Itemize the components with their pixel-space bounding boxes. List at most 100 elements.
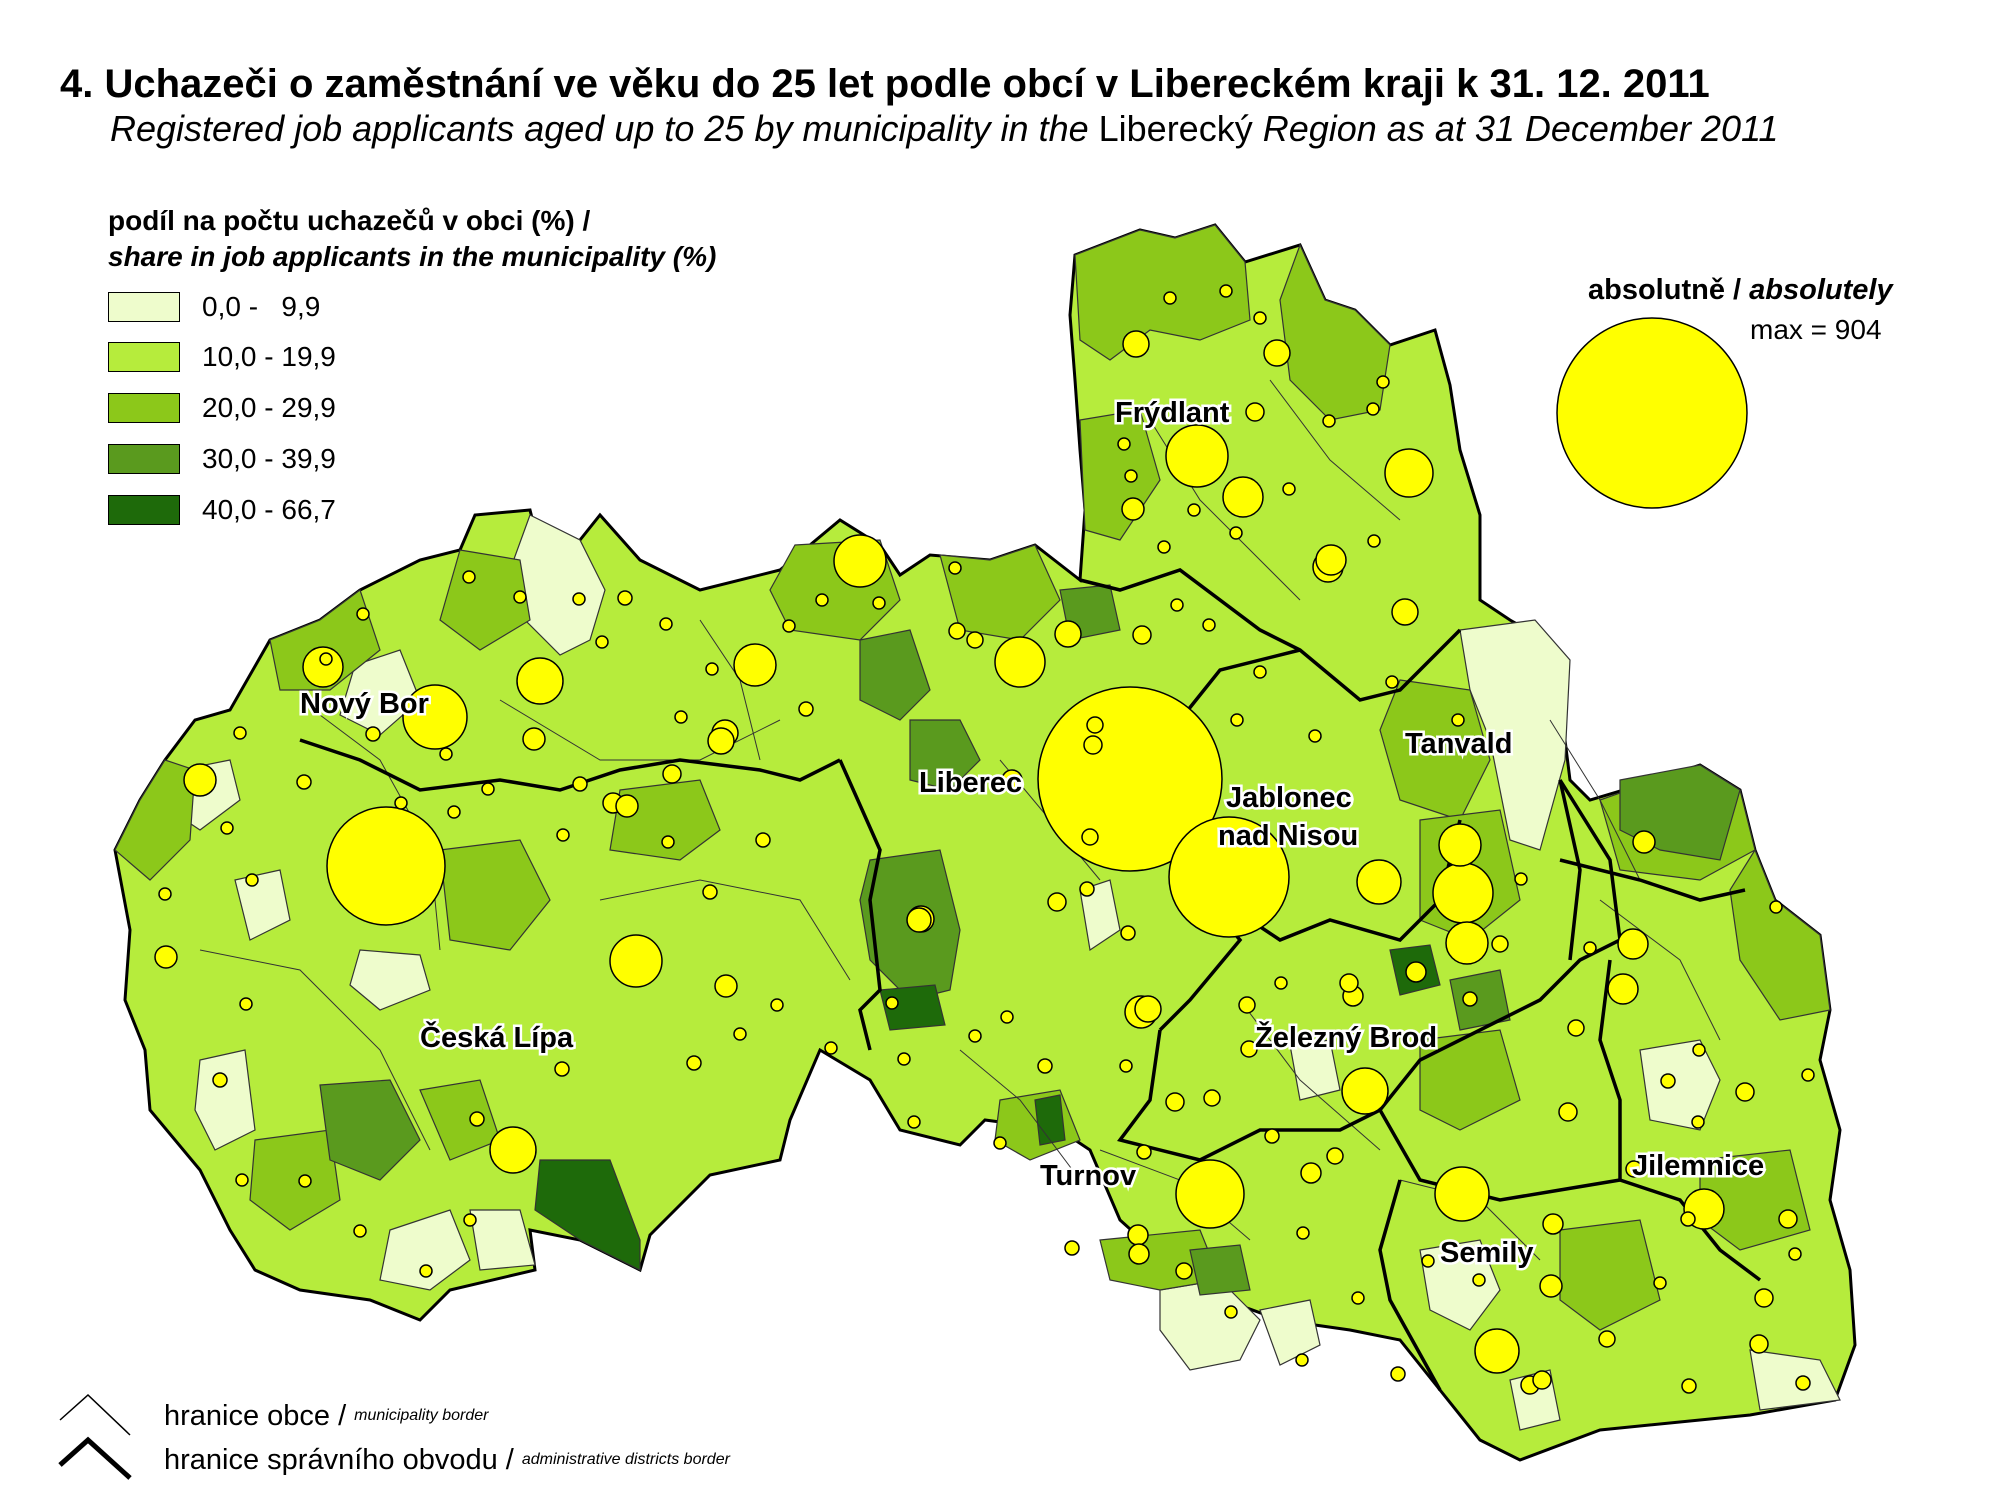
count-circle	[1121, 497, 1145, 521]
town-label-semily: Semily	[1440, 1237, 1534, 1269]
count-circle	[245, 873, 259, 887]
count-circle	[1253, 665, 1267, 679]
count-circle	[1625, 1160, 1643, 1178]
count-circle	[489, 1126, 537, 1174]
count-circle	[1351, 1291, 1365, 1305]
count-circle	[1653, 1276, 1667, 1290]
count-circle	[481, 782, 495, 796]
count-circle	[1081, 828, 1099, 846]
count-circle	[1376, 375, 1390, 389]
count-circle	[1367, 534, 1381, 548]
municipality-border-legend: hranice obce / municipality border	[150, 1396, 488, 1436]
legend-swatch	[108, 444, 180, 474]
municipality-patches	[114, 224, 1841, 1431]
count-circle	[1117, 437, 1131, 451]
town-labels: Frýdlant Nový Bor Tanvald Liberec Jablon…	[298, 395, 1767, 1272]
legend-label: 20,0 - 29,9	[202, 392, 336, 423]
count-circle	[1120, 925, 1136, 941]
patch-light	[1419, 1239, 1501, 1331]
legend-label: 30,0 - 39,9	[202, 443, 336, 474]
count-circle	[1175, 1262, 1193, 1280]
count-circle	[1229, 526, 1243, 540]
legend-class-4: 30,0 - 39,9	[108, 442, 336, 476]
count-circle	[1264, 1128, 1280, 1144]
title-en-part-2: Region as at 31 December 2011	[1262, 108, 1779, 149]
count-circle	[907, 1115, 921, 1129]
count-circle	[1391, 598, 1419, 626]
absolute-title-en: absolutely	[1749, 274, 1893, 306]
municipality-border-cz: hranice obce /	[164, 1399, 347, 1432]
count-circle	[733, 1027, 747, 1041]
count-circle	[1680, 1211, 1696, 1227]
patch-dark	[859, 629, 931, 721]
count-circle	[554, 1061, 570, 1077]
count-circle	[885, 996, 899, 1010]
count-circle	[1187, 503, 1201, 517]
count-circle	[1390, 1366, 1406, 1382]
count-circle	[522, 727, 546, 751]
patch-light	[469, 1209, 536, 1271]
count-circle	[906, 907, 932, 933]
count-circle	[326, 806, 446, 926]
count-circle	[402, 684, 468, 750]
count-circle	[302, 646, 344, 688]
count-circle	[296, 774, 312, 790]
map-title-czech: 4. Uchazeči o zaměstnání ve věku do 25 l…	[60, 62, 1710, 106]
count-circle	[1567, 1019, 1585, 1037]
patch-mid	[1419, 1029, 1521, 1131]
count-circle	[1769, 900, 1783, 914]
count-circle	[319, 652, 333, 666]
count-circle	[1037, 1058, 1053, 1074]
count-circle	[617, 590, 633, 606]
patch-light	[379, 1209, 471, 1291]
count-circle	[556, 828, 570, 842]
count-circle	[1119, 1059, 1133, 1073]
count-circle	[1558, 1102, 1578, 1122]
count-circle	[239, 997, 253, 1011]
patch-light	[1639, 1039, 1721, 1131]
district-border-symbol	[58, 1436, 132, 1480]
count-circle	[1583, 941, 1597, 955]
count-circle	[1296, 1226, 1310, 1240]
count-circle	[572, 592, 586, 606]
count-circle	[1168, 816, 1290, 938]
count-circle	[1735, 1082, 1755, 1102]
legend-title-english: share in job applicants in the municipal…	[108, 241, 717, 272]
district-borders	[299, 568, 1762, 1391]
count-circle	[1421, 1254, 1435, 1268]
count-circle	[609, 934, 663, 988]
count-circle	[674, 710, 688, 724]
patch-mid	[439, 549, 531, 651]
legend-label: 0,0 - 9,9	[202, 291, 321, 322]
count-circle	[948, 561, 962, 575]
count-circle	[1445, 921, 1489, 965]
patch-light	[234, 869, 291, 941]
count-circle	[705, 662, 719, 676]
count-circle	[770, 998, 784, 1012]
count-circle	[419, 1264, 433, 1278]
district-border-cz: hranice správního obvodu /	[164, 1443, 514, 1476]
count-circle	[994, 636, 1046, 688]
count-circle	[595, 635, 609, 649]
absolute-max-circle	[1556, 317, 1748, 509]
count-circle	[1295, 1353, 1309, 1367]
count-circle	[661, 835, 675, 849]
count-circle	[1079, 881, 1095, 897]
count-circle	[1230, 713, 1244, 727]
count-circle	[1245, 402, 1265, 422]
count-circle	[1617, 928, 1649, 960]
patch-light	[1289, 1039, 1341, 1101]
count-circle	[1438, 823, 1482, 867]
count-circle	[1240, 1040, 1258, 1058]
patch-dark	[909, 719, 981, 791]
count-circle	[1632, 830, 1656, 854]
count-circle	[1224, 1305, 1238, 1319]
absolute-max-label: max = 904	[1750, 314, 1882, 345]
town-label-novy-bor: Nový Bor	[300, 688, 429, 720]
count-circle	[1222, 476, 1264, 518]
count-circle	[1788, 1247, 1802, 1261]
count-circle	[1274, 976, 1288, 990]
count-circle	[1202, 618, 1216, 632]
count-circle	[1795, 1375, 1811, 1391]
title-en-part-1: Registered job applicants aged up to 25 …	[110, 108, 1089, 149]
